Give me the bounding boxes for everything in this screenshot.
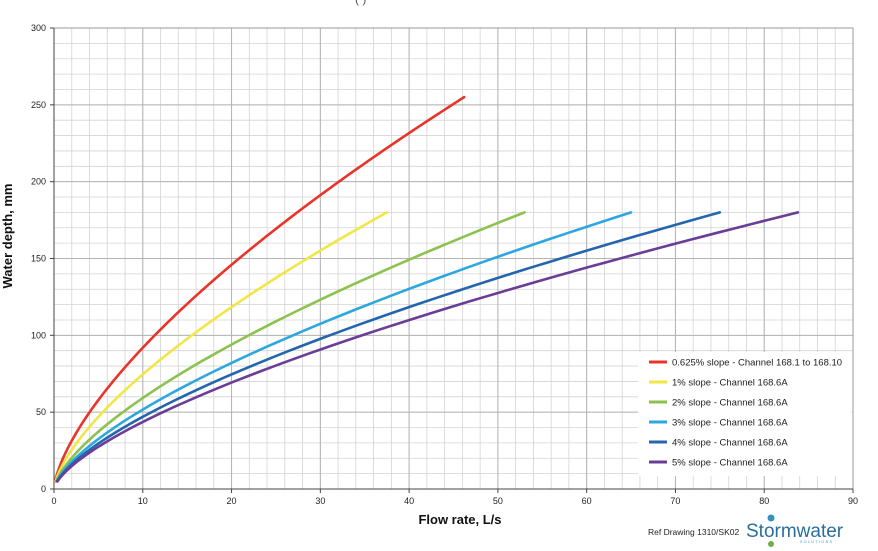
logo-drop-bottom-icon <box>768 541 774 547</box>
x-tick-label: 30 <box>315 496 325 506</box>
x-axis-title: Flow rate, L/s <box>418 512 501 527</box>
y-tick-label: 200 <box>31 177 46 187</box>
series-line-6 <box>56 211 800 483</box>
y-tick-label: 100 <box>31 330 46 340</box>
series-line-3 <box>54 211 526 483</box>
axes: 0 10 20 30 40 50 60 70 80 90 0 50 100 150 200 250 300 <box>31 23 858 506</box>
brand-tagline: SOLUTIONS <box>800 540 833 544</box>
legend: 0.625% slope - Channel 168.1 to 168.10 1%… <box>638 352 852 476</box>
series-line-5 <box>55 211 722 483</box>
stormwater-logo: Stormwater SOLUTIONS <box>746 514 844 547</box>
series-line-2 <box>54 211 389 483</box>
series-line-4 <box>55 211 633 483</box>
x-tick-label: 20 <box>227 496 237 506</box>
x-tick-label: 60 <box>582 496 592 506</box>
y-tick-label: 300 <box>31 23 46 33</box>
series-lines <box>53 95 800 483</box>
x-tick-label: 70 <box>670 496 680 506</box>
ref-drawing-label: Ref Drawing 1310/SK02 <box>648 527 739 537</box>
y-tick-label: 50 <box>36 407 46 417</box>
x-tick-label: 90 <box>848 496 858 506</box>
legend-label-2: 1% slope - Channel 168.6A <box>672 378 788 389</box>
x-tick-label: 50 <box>493 496 503 506</box>
x-tick-label: 0 <box>51 496 56 506</box>
y-tick-label: 0 <box>41 484 46 494</box>
brand-name: Stormwater <box>746 521 844 542</box>
legend-label-4: 3% slope - Channel 168.6A <box>672 418 788 429</box>
legend-label-5: 4% slope - Channel 168.6A <box>672 438 788 449</box>
legend-box <box>638 352 852 476</box>
legend-label-3: 2% slope - Channel 168.6A <box>672 398 788 409</box>
legend-label-6: 5% slope - Channel 168.6A <box>672 458 788 469</box>
series-line-1 <box>53 95 466 483</box>
x-tick-label: 40 <box>404 496 414 506</box>
chart-title-fragment: ( ) <box>355 0 366 6</box>
y-tick-label: 250 <box>31 100 46 110</box>
y-tick-label: 150 <box>31 254 46 264</box>
x-tick-label: 80 <box>759 496 769 506</box>
y-axis-title: Water depth, mm <box>0 184 15 289</box>
legend-label-1: 0.625% slope - Channel 168.1 to 168.10 <box>672 358 842 369</box>
x-tick-label: 10 <box>138 496 148 506</box>
logo-drop-top-icon <box>767 514 775 522</box>
